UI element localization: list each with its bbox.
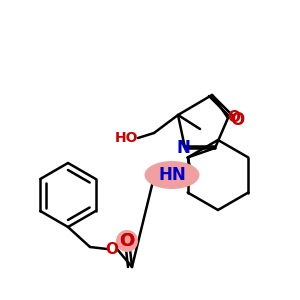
Text: HO: HO xyxy=(114,131,138,145)
Text: O: O xyxy=(227,110,241,125)
Text: HN: HN xyxy=(158,166,186,184)
Text: O: O xyxy=(106,242,118,256)
Ellipse shape xyxy=(116,230,138,252)
Text: O: O xyxy=(230,111,244,129)
Text: O: O xyxy=(119,232,135,250)
Text: O: O xyxy=(119,232,135,250)
Text: N: N xyxy=(176,139,190,157)
Ellipse shape xyxy=(145,161,200,189)
